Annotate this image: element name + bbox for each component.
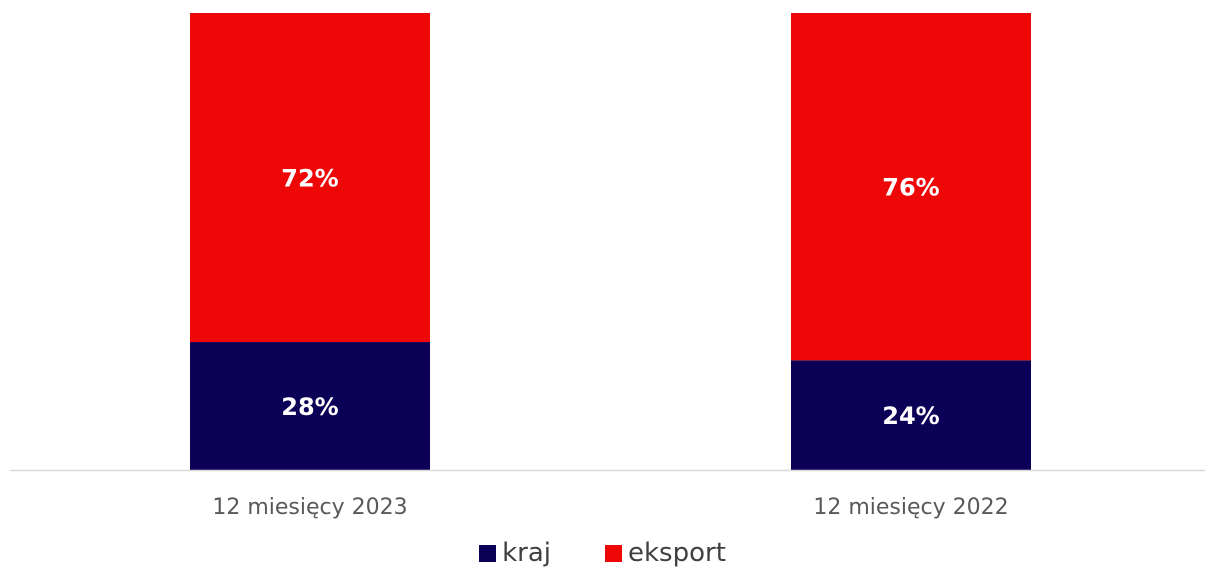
legend-swatch-eksport <box>605 545 622 562</box>
data-label-eksport-cat-2022: 76% <box>882 174 939 202</box>
data-label-kraj-cat-2023: 28% <box>281 393 338 421</box>
category-label-cat-2022: 12 miesięcy 2022 <box>813 495 1008 520</box>
legend-item-eksport: eksport <box>605 538 726 568</box>
data-label-kraj-cat-2022: 24% <box>882 402 939 430</box>
legend: kraj eksport <box>0 538 1205 568</box>
legend-item-kraj: kraj <box>479 538 551 568</box>
legend-label-kraj: kraj <box>502 538 551 568</box>
data-label-eksport-cat-2023: 72% <box>281 165 338 193</box>
category-label-cat-2023: 12 miesięcy 2023 <box>212 495 407 520</box>
legend-swatch-kraj <box>479 545 496 562</box>
legend-label-eksport: eksport <box>628 538 726 568</box>
